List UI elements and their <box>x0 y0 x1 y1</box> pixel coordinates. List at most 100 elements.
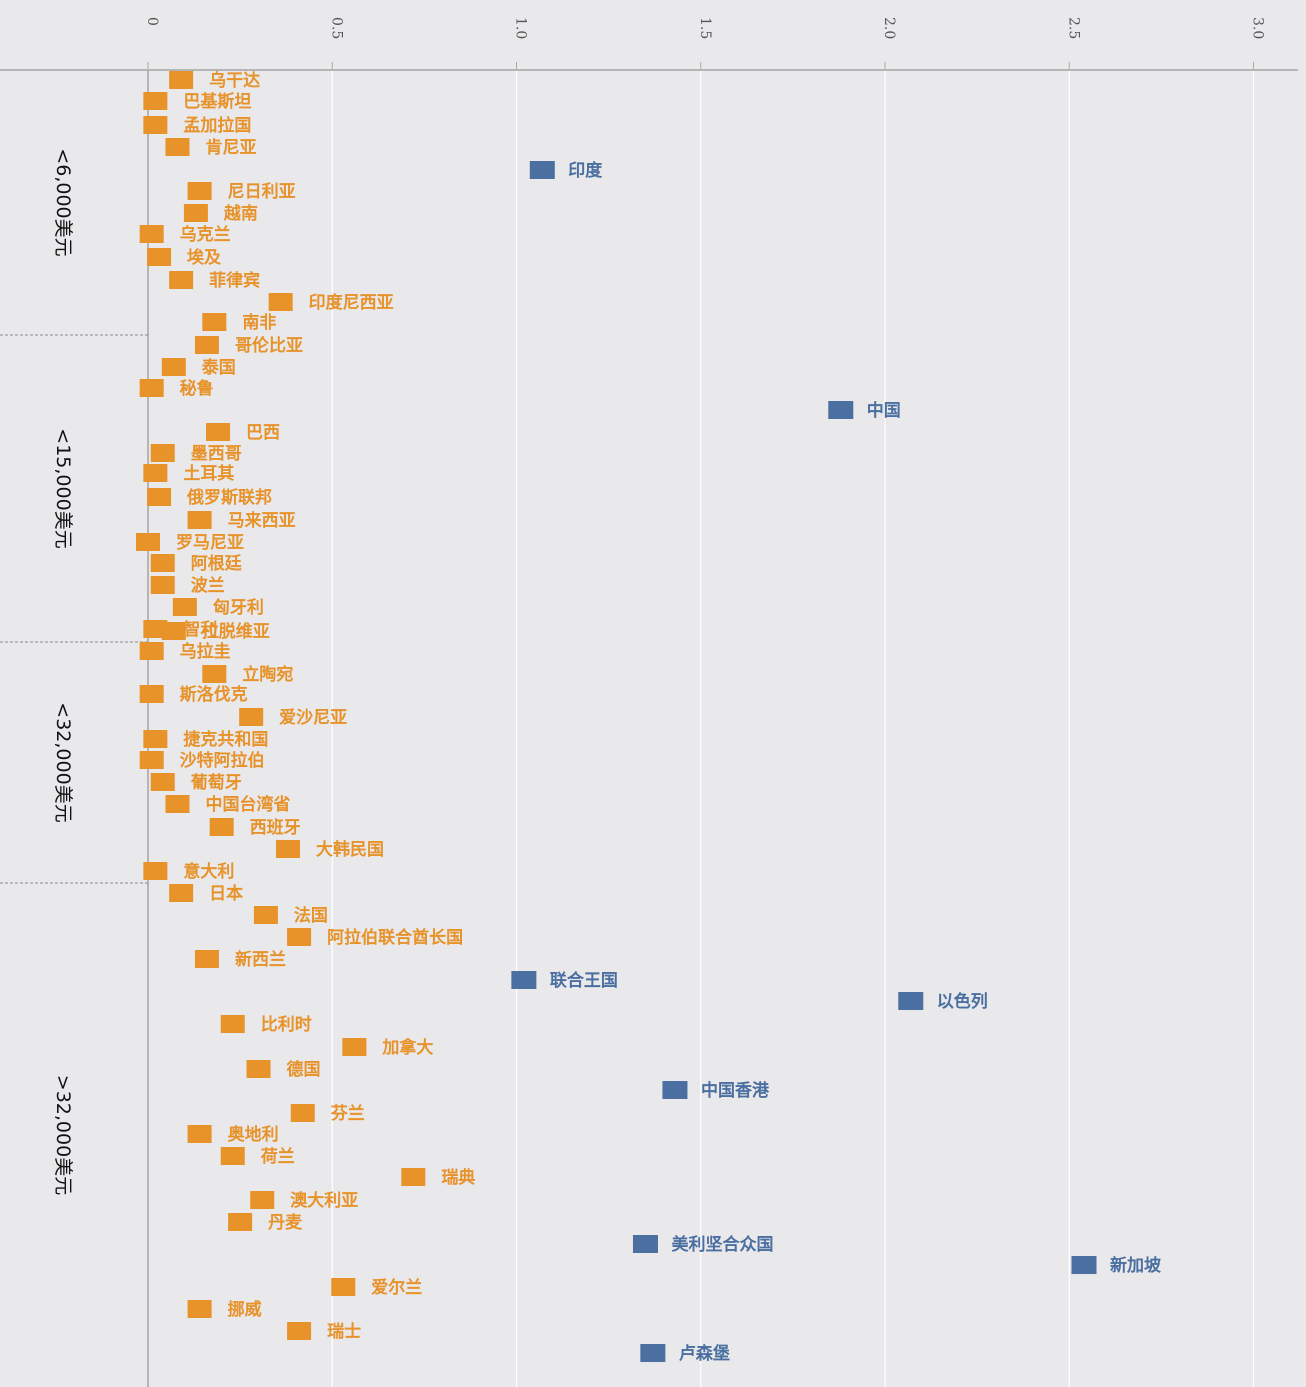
data-point <box>169 271 194 289</box>
data-label: 葡萄牙 <box>190 772 242 793</box>
data-label: 立陶宛 <box>242 664 293 685</box>
data-label: 哥伦比亚 <box>235 335 303 356</box>
x-tick-label: 0 <box>144 17 160 26</box>
data-label: 斯洛伐克 <box>180 684 248 705</box>
data-point <box>139 642 164 660</box>
data-point <box>632 1235 658 1253</box>
data-point <box>143 620 168 638</box>
data-point <box>172 598 197 616</box>
data-point <box>143 862 168 880</box>
data-point <box>220 1015 245 1033</box>
data-point <box>268 293 293 311</box>
data-point <box>662 1081 688 1099</box>
data-point <box>147 488 172 506</box>
data-point <box>161 622 186 640</box>
data-label: 泰国 <box>202 357 236 378</box>
data-label: 新西兰 <box>235 949 286 970</box>
data-point <box>529 161 555 179</box>
data-label: 巴西 <box>246 423 280 443</box>
data-label: 联合王国 <box>550 970 618 991</box>
data-point <box>209 818 234 836</box>
x-axis: 0 0.5 1.0 1.5 2.0 2.5 3.0 <box>0 17 1298 1387</box>
data-label: 波兰 <box>191 575 225 596</box>
data-label: 孟加拉国 <box>183 115 251 136</box>
data-point <box>253 906 278 924</box>
data-label: 德国 <box>287 1059 321 1080</box>
data-label: 芬兰 <box>330 1103 365 1124</box>
x-tick-label: 1.0 <box>513 17 529 39</box>
data-label: 沙特阿拉伯 <box>180 750 265 771</box>
x-tick-label: 1.5 <box>697 17 713 39</box>
x-tick-label: 2.0 <box>881 17 897 39</box>
data-point <box>169 71 194 89</box>
data-point <box>206 423 231 441</box>
data-label: 大韩民国 <box>316 839 384 860</box>
x-tick-label: 3.0 <box>1250 17 1266 39</box>
data-point <box>187 511 212 529</box>
data-point <box>150 554 175 572</box>
data-label: 比利时 <box>261 1014 312 1035</box>
data-point <box>342 1038 367 1056</box>
data-label: 奥地利 <box>228 1124 279 1145</box>
data-label: 菲律宾 <box>209 270 260 291</box>
data-label: 阿根廷 <box>191 553 243 574</box>
data-label: 美利坚合众国 <box>671 1234 773 1255</box>
data-point <box>287 928 312 946</box>
data-label: 卢森堡 <box>679 1343 730 1364</box>
data-label: 乌拉圭 <box>180 641 231 662</box>
data-point <box>150 444 175 462</box>
data-point <box>165 795 190 813</box>
data-point <box>187 182 212 200</box>
data-label: 以色列 <box>937 991 988 1012</box>
data-point <box>169 884 194 902</box>
data-label: 意大利 <box>183 861 234 882</box>
data-point <box>511 971 537 989</box>
data-label: 中国香港 <box>701 1080 770 1101</box>
data-point <box>139 685 164 703</box>
data-point <box>220 1147 245 1165</box>
data-label: 罗马尼亚 <box>176 533 244 553</box>
data-label: 荷兰 <box>261 1146 295 1167</box>
x-tick-label: 2.5 <box>1065 17 1081 39</box>
data-label: 肯尼亚 <box>205 137 256 158</box>
data-label: 匈牙利 <box>212 597 264 618</box>
data-point <box>239 708 264 726</box>
data-point <box>1071 1256 1097 1274</box>
data-point <box>139 225 164 243</box>
group-label: <32,000美元 <box>52 702 74 822</box>
data-point <box>143 730 168 748</box>
data-point <box>187 1125 212 1143</box>
data-label: 瑞典 <box>441 1167 475 1188</box>
data-label: 埃及 <box>187 247 222 268</box>
data-label: 墨西哥 <box>191 444 242 464</box>
data-label: 法国 <box>294 905 328 926</box>
data-label: 马来西亚 <box>228 510 296 531</box>
x-tick-label: 0.5 <box>328 17 344 39</box>
data-label: 澳大利亚 <box>290 1190 358 1211</box>
data-label: 南非 <box>242 312 276 333</box>
data-label: 瑞士 <box>327 1321 361 1342</box>
data-point <box>202 665 227 683</box>
data-label: 中国台湾省 <box>205 794 290 815</box>
data-point <box>136 533 160 551</box>
data-label: 乌干达 <box>209 70 260 91</box>
data-label: 尼日利亚 <box>228 181 296 202</box>
group-label: <15,000美元 <box>52 428 74 548</box>
data-point <box>194 950 219 968</box>
data-label: 拉脱维亚 <box>202 621 270 642</box>
data-point <box>250 1191 275 1209</box>
data-marks: 乌干达巴基斯坦孟加拉国肯尼亚印度尼日利亚越南乌克兰埃及菲律宾印度尼西亚南非哥伦比… <box>136 70 1161 1364</box>
data-label: 乌克兰 <box>180 224 231 245</box>
data-point <box>202 313 227 331</box>
data-label: 丹麦 <box>268 1212 303 1233</box>
data-label: 捷克共和国 <box>183 729 268 750</box>
data-point <box>139 751 164 769</box>
data-label: 印度尼西亚 <box>309 292 394 313</box>
data-label: 西班牙 <box>250 818 301 838</box>
data-label: 巴基斯坦 <box>183 91 251 112</box>
data-label: 阿拉伯联合酋长国 <box>327 927 463 948</box>
data-point <box>331 1278 356 1296</box>
data-label: 日本 <box>209 883 243 904</box>
data-point <box>165 138 190 156</box>
